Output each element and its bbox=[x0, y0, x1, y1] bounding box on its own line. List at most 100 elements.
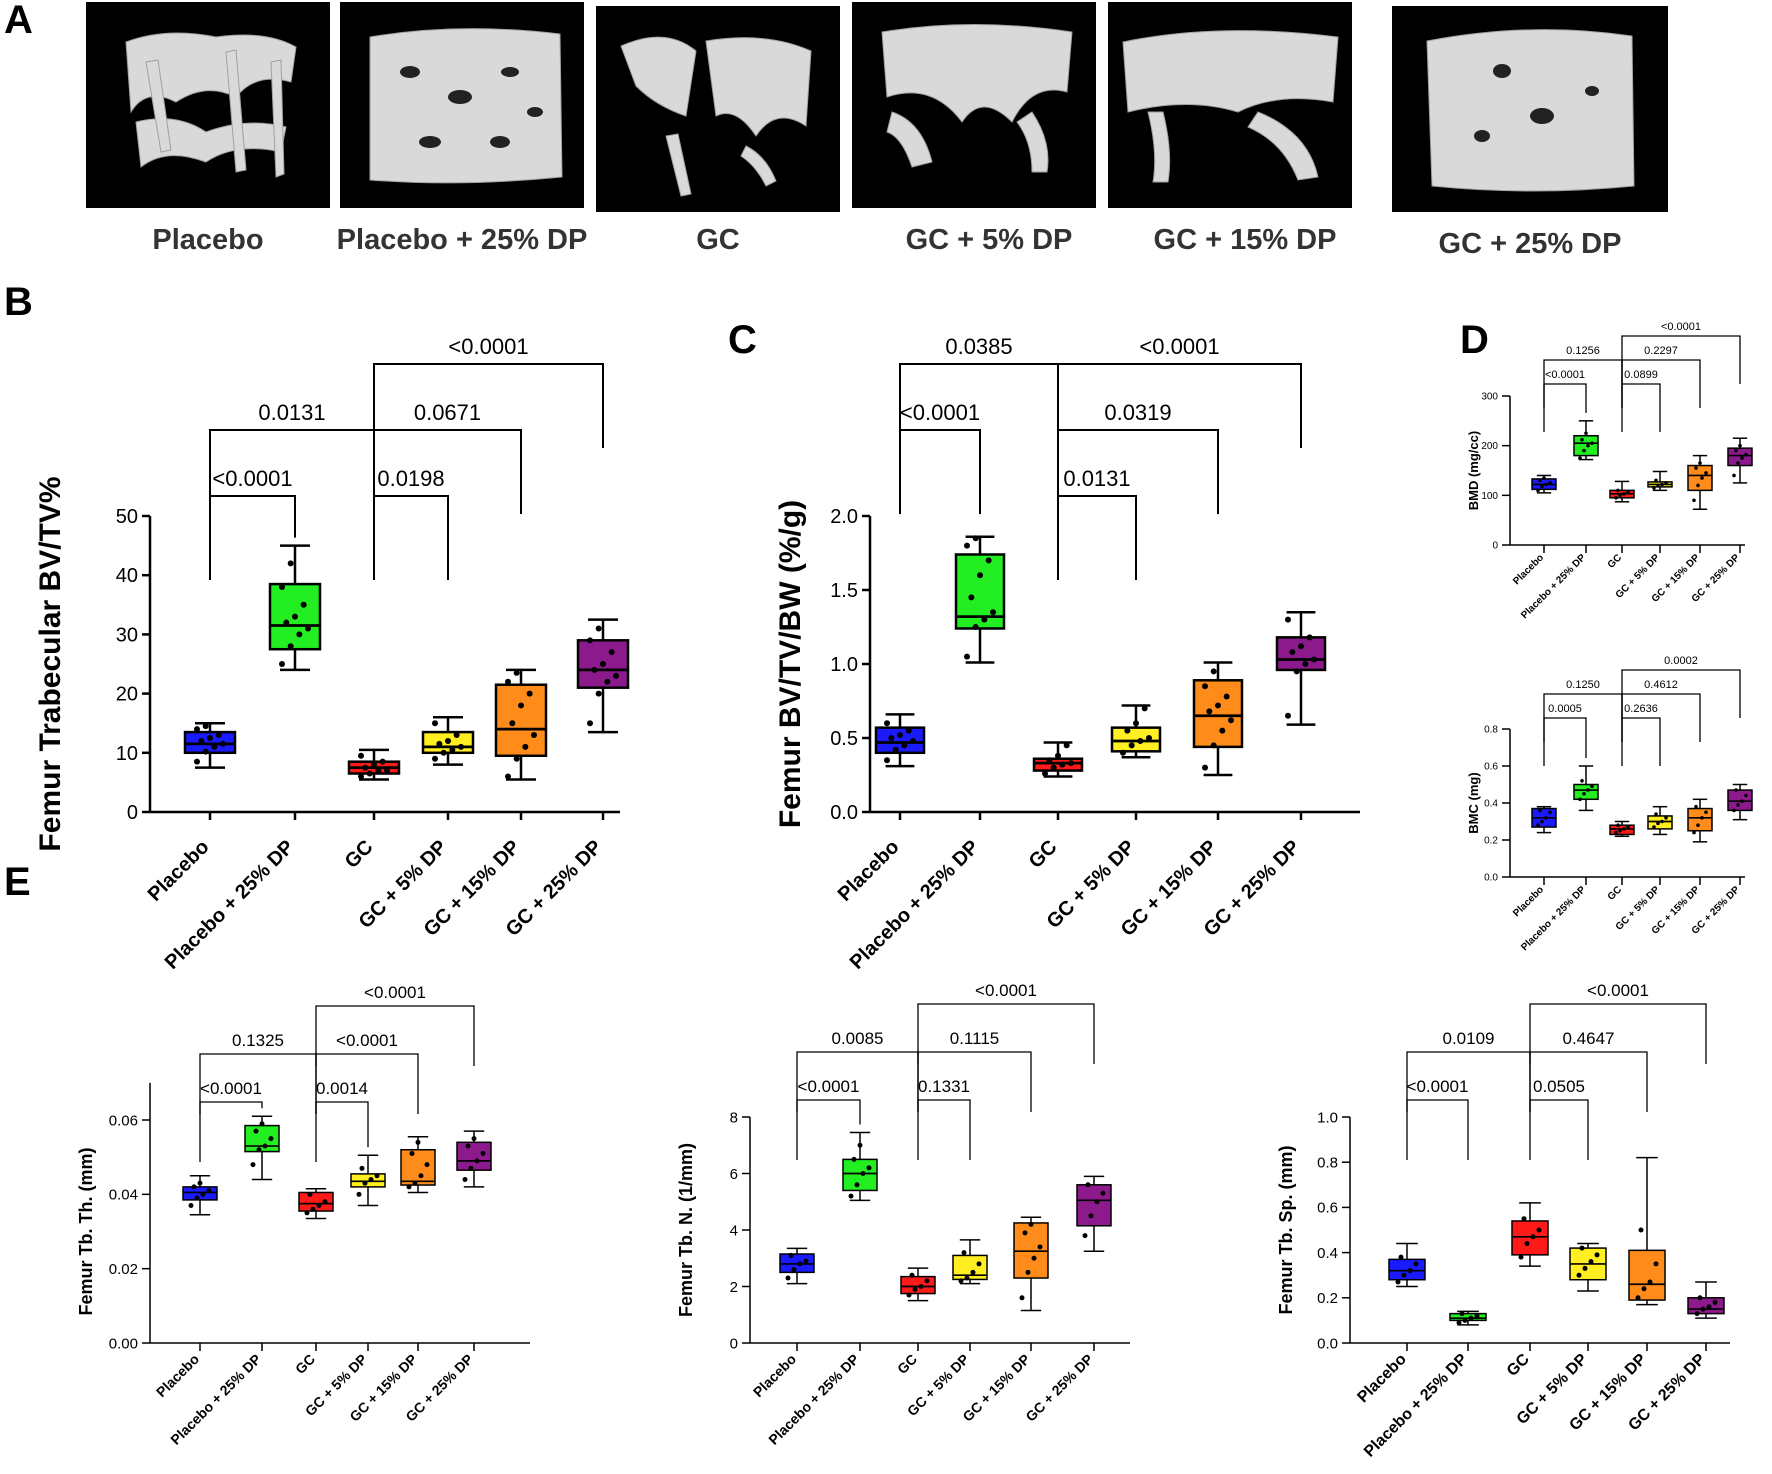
d1-data-point bbox=[1616, 488, 1620, 493]
d2-data-point bbox=[1622, 827, 1626, 831]
e3-box-5 bbox=[1687, 1297, 1725, 1315]
e2-p-value-label: 0.0085 bbox=[832, 1029, 884, 1048]
e3-y-tick-label: 1.0 bbox=[1317, 1109, 1338, 1126]
e1-box-5 bbox=[456, 1141, 492, 1171]
c-data-point bbox=[1228, 717, 1234, 724]
b-data-point bbox=[518, 702, 524, 709]
e1-data-point bbox=[250, 1162, 256, 1168]
d2-p-value-label: 0.4612 bbox=[1644, 679, 1678, 691]
e1-y-tick-label: 0.02 bbox=[109, 1261, 138, 1278]
e1-p-value-label: 0.0014 bbox=[316, 1079, 368, 1098]
e2-y-axis-label: Femur Tb. N. (1/mm) bbox=[676, 1143, 696, 1317]
d2-y-tick-label: 0.2 bbox=[1484, 836, 1498, 847]
d2-data-point bbox=[1626, 825, 1630, 829]
d2-p-value-label: 0.0002 bbox=[1664, 655, 1698, 667]
e1-p-value-label: <0.0001 bbox=[200, 1079, 262, 1098]
microct-image-placebo-25dp bbox=[340, 2, 584, 208]
e2-data-point bbox=[1082, 1233, 1088, 1239]
b-category-label: Placebo bbox=[144, 836, 214, 906]
c-data-point bbox=[1210, 668, 1217, 675]
e1-data-point bbox=[191, 1184, 197, 1190]
e1-data-point bbox=[418, 1173, 424, 1179]
c-data-point bbox=[905, 727, 912, 734]
e2-data-point bbox=[909, 1272, 915, 1278]
c-y-tick-label: 1.5 bbox=[830, 580, 858, 602]
c-data-point bbox=[1215, 702, 1221, 709]
e3-p-value-label: <0.0001 bbox=[1407, 1077, 1469, 1096]
c-y-tick-label: 2.0 bbox=[830, 506, 858, 528]
e3-data-point bbox=[1524, 1241, 1530, 1247]
d1-y-tick-label: 200 bbox=[1481, 441, 1498, 452]
d2-box-4 bbox=[1687, 807, 1713, 832]
c-data-point bbox=[892, 746, 899, 753]
d2-data-point bbox=[1652, 825, 1656, 829]
b-p-value-label: 0.0131 bbox=[258, 400, 325, 425]
d1-data-point bbox=[1700, 476, 1704, 480]
e3-significance-bracket bbox=[1529, 1099, 1589, 1160]
c-data-point bbox=[1202, 683, 1208, 690]
d1-data-point bbox=[1696, 483, 1700, 488]
e1-data-point bbox=[374, 1173, 380, 1179]
d2-data-point bbox=[1740, 799, 1744, 803]
e3-box-0 bbox=[1388, 1258, 1426, 1281]
b-data-point bbox=[587, 637, 593, 644]
microct-label-placebo-25dp: Placebo + 25% DP bbox=[336, 224, 588, 256]
d2-data-point bbox=[1732, 808, 1736, 813]
e3-data-point bbox=[1594, 1252, 1600, 1258]
b-significance-bracket bbox=[373, 495, 449, 580]
d2-data-point bbox=[1536, 823, 1540, 827]
e1-y-tick-label: 0.00 bbox=[109, 1335, 138, 1352]
e2-data-point bbox=[860, 1171, 866, 1176]
c-data-point bbox=[1046, 757, 1053, 764]
d1-data-point bbox=[1578, 456, 1582, 460]
e3-data-point bbox=[1576, 1272, 1582, 1278]
e2-significance-bracket bbox=[917, 1051, 1032, 1112]
b-data-point bbox=[292, 613, 298, 620]
b-significance-bracket bbox=[373, 429, 522, 514]
b-data-point bbox=[604, 678, 611, 685]
e1-box-3 bbox=[350, 1173, 386, 1188]
d2-data-point bbox=[1540, 819, 1544, 824]
b-box-4 bbox=[494, 683, 548, 758]
d1-data-point bbox=[1590, 441, 1594, 445]
e3-data-point bbox=[1536, 1227, 1542, 1233]
e3-data-point bbox=[1398, 1254, 1404, 1260]
d2-data-point bbox=[1590, 784, 1594, 789]
d2-p-value-label: 0.1250 bbox=[1566, 679, 1600, 691]
d1-data-point bbox=[1660, 482, 1664, 487]
e2-data-point bbox=[848, 1193, 854, 1199]
c-data-point bbox=[1055, 752, 1061, 759]
e3-data-point bbox=[1518, 1254, 1524, 1260]
c-data-point bbox=[1223, 693, 1230, 700]
d1-y-axis-label: BMD (mg/cc) bbox=[1466, 431, 1481, 510]
c-data-point bbox=[1289, 649, 1296, 656]
microct-label-gc: GC bbox=[696, 224, 740, 256]
e3-data-point bbox=[1401, 1272, 1407, 1278]
e1-data-point bbox=[259, 1121, 265, 1127]
e3-significance-bracket bbox=[1529, 1051, 1648, 1112]
b-data-point bbox=[194, 726, 200, 733]
d2-data-point bbox=[1660, 819, 1664, 824]
d1-data-point bbox=[1736, 461, 1740, 465]
c-data-point bbox=[1146, 735, 1152, 741]
d1-data-point bbox=[1652, 486, 1656, 490]
b-data-point bbox=[613, 672, 619, 679]
d1-data-point bbox=[1538, 478, 1542, 483]
e3-y-tick-label: 0.8 bbox=[1317, 1154, 1338, 1171]
e3-data-point bbox=[1579, 1245, 1585, 1251]
b-data-point bbox=[300, 601, 307, 608]
e3-data-point bbox=[1588, 1259, 1594, 1265]
microct-image-gc-15dp bbox=[1108, 2, 1352, 208]
b-data-point bbox=[513, 669, 520, 676]
e1-data-point bbox=[322, 1199, 328, 1205]
e2-p-value-label: <0.0001 bbox=[975, 981, 1037, 1000]
d2-data-point bbox=[1538, 808, 1542, 813]
d1-box-4 bbox=[1687, 464, 1713, 492]
d1-data-point bbox=[1586, 443, 1590, 448]
b-data-point bbox=[595, 625, 602, 632]
e1-significance-bracket bbox=[315, 1053, 419, 1114]
b-data-point bbox=[458, 743, 464, 750]
e2-data-point bbox=[866, 1165, 872, 1171]
b-data-point bbox=[305, 625, 311, 632]
e1-significance-bracket bbox=[315, 1005, 475, 1066]
